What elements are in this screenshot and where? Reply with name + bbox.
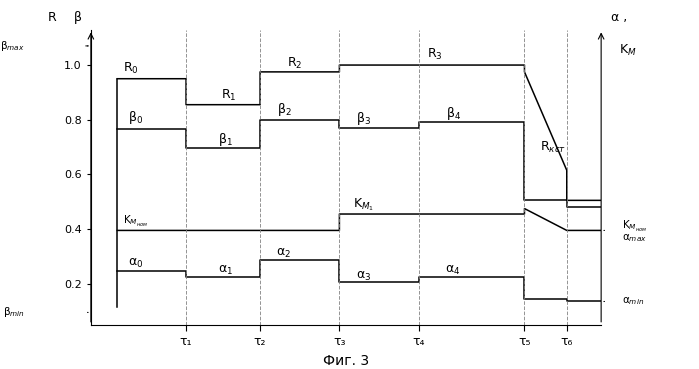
Text: β$_{min}$: β$_{min}$ xyxy=(3,306,24,320)
Text: R$_3$: R$_3$ xyxy=(426,47,442,62)
Text: R$_1$: R$_1$ xyxy=(221,88,236,103)
Text: α$_{max}$: α$_{max}$ xyxy=(621,232,647,244)
Text: β$_2$: β$_2$ xyxy=(277,101,291,118)
Text: β$_0$: β$_0$ xyxy=(128,109,143,126)
Text: K$_{M_{ном}}$: K$_{M_{ном}}$ xyxy=(621,218,647,234)
Text: α$_1$: α$_1$ xyxy=(218,264,233,277)
Text: R$_2$: R$_2$ xyxy=(287,55,302,70)
Text: β$_3$: β$_3$ xyxy=(356,110,370,127)
Text: R: R xyxy=(48,11,57,24)
Text: Фиг. 3: Фиг. 3 xyxy=(323,354,369,368)
Text: K$_{M_1}$: K$_{M_1}$ xyxy=(352,196,374,213)
Text: α ,: α , xyxy=(612,11,628,24)
Text: α$_2$: α$_2$ xyxy=(276,246,291,260)
Text: β$_{max}$: β$_{max}$ xyxy=(0,39,24,53)
Text: β$_1$: β$_1$ xyxy=(218,131,233,148)
Text: β$_4$: β$_4$ xyxy=(445,105,461,122)
Text: α$_3$: α$_3$ xyxy=(356,270,370,283)
Text: K$_{M_{ном}}$: K$_{M_{ном}}$ xyxy=(123,214,148,229)
Text: R$_0$: R$_0$ xyxy=(122,61,138,76)
Text: R$_{кст}$: R$_{кст}$ xyxy=(540,140,567,155)
Text: α$_4$: α$_4$ xyxy=(445,264,461,277)
Text: β: β xyxy=(74,11,82,24)
Text: α$_0$: α$_0$ xyxy=(128,257,143,270)
Text: K$_M$: K$_M$ xyxy=(619,43,637,58)
Text: α$_{min}$: α$_{min}$ xyxy=(621,296,644,307)
